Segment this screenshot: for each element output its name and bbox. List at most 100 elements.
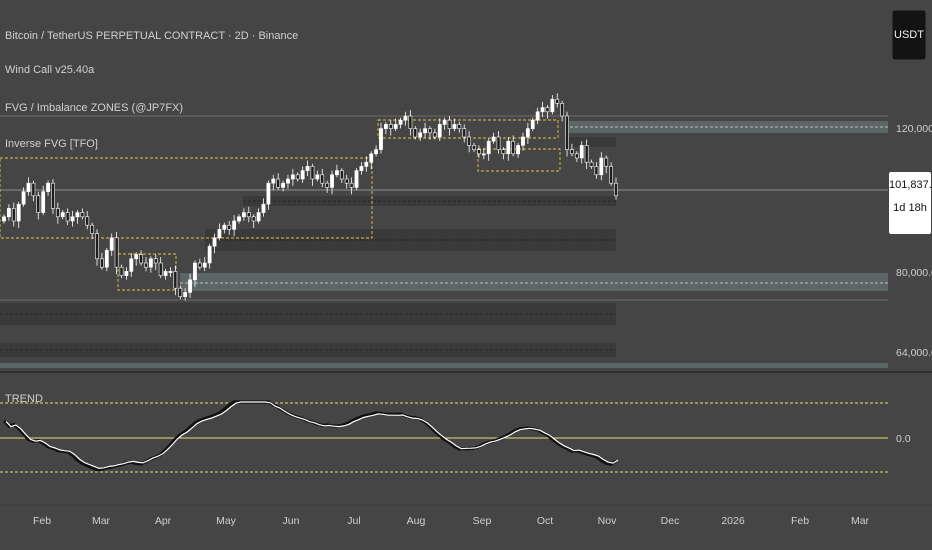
candle-body bbox=[163, 271, 168, 276]
x-tick-label: Apr bbox=[155, 515, 172, 527]
candle-body bbox=[472, 145, 476, 150]
candle-body bbox=[222, 224, 227, 230]
inverse-fvg-box bbox=[0, 157, 373, 239]
candle-body bbox=[398, 119, 403, 125]
candle-body bbox=[246, 212, 251, 218]
candle-body bbox=[447, 119, 452, 129]
candle-body bbox=[100, 258, 104, 268]
candle-body bbox=[437, 124, 442, 138]
y-tick-label: 64,000.0 bbox=[896, 347, 932, 359]
time-axis: Feb Mar Apr May Jun Jul Aug Sep Oct Nov Dec 2026 Feb… bbox=[33, 515, 870, 527]
candle-body bbox=[506, 140, 511, 155]
candle-body bbox=[423, 128, 427, 134]
candle-body bbox=[124, 271, 129, 276]
candle-body bbox=[261, 203, 266, 213]
candle-body bbox=[276, 178, 281, 188]
candle-body bbox=[183, 292, 188, 297]
y-tick-label: 80,000.0 bbox=[896, 267, 932, 279]
x-tick-label: Jun bbox=[283, 515, 300, 527]
candle-body bbox=[295, 174, 300, 180]
candle-body bbox=[403, 115, 408, 121]
candle-body bbox=[393, 124, 398, 129]
candle-body bbox=[237, 216, 241, 222]
candle-body bbox=[408, 115, 413, 129]
candle-body bbox=[36, 195, 41, 213]
candle-body bbox=[574, 153, 579, 159]
x-tick-label: Aug bbox=[407, 515, 426, 527]
symbol-title: Bitcoin / TetherUS PERPETUAL CONTRACT · … bbox=[5, 30, 299, 42]
candle-body bbox=[545, 107, 550, 113]
x-tick-label: Jul bbox=[347, 515, 360, 527]
candle-body bbox=[197, 262, 202, 268]
candle-body bbox=[51, 182, 55, 209]
candle-body bbox=[413, 128, 418, 138]
x-tick-label: May bbox=[216, 515, 237, 527]
candle-body bbox=[242, 212, 246, 218]
candle-body bbox=[432, 132, 437, 138]
candle-body bbox=[227, 224, 232, 230]
trend-line-primary bbox=[2, 400, 617, 472]
candle-body bbox=[207, 245, 212, 264]
trend-pane-title[interactable]: TREND bbox=[5, 393, 43, 405]
candle-body bbox=[2, 216, 6, 222]
candle-body bbox=[335, 170, 339, 176]
candle-body bbox=[109, 237, 114, 251]
candle-body bbox=[535, 111, 540, 121]
indicator-label[interactable]: Inverse FVG [TFO] bbox=[5, 138, 98, 150]
candle-body bbox=[521, 136, 525, 146]
candle-body bbox=[11, 208, 16, 222]
candle-body bbox=[330, 174, 334, 188]
currency-unit-button[interactable]: USDT bbox=[892, 10, 926, 60]
y-tick-label: 120,000.0 bbox=[896, 123, 932, 135]
candle-body bbox=[217, 229, 222, 239]
candle-body bbox=[320, 174, 325, 184]
candle-body bbox=[85, 216, 90, 226]
candle-body bbox=[325, 182, 330, 188]
indicator-label[interactable]: Wind Call v25.40a bbox=[5, 64, 95, 76]
candle-body bbox=[594, 166, 599, 176]
candle-body bbox=[104, 250, 109, 268]
candle-body bbox=[496, 136, 501, 150]
x-tick-label: 2026 bbox=[721, 515, 745, 527]
candle-body bbox=[290, 174, 295, 180]
candle-body bbox=[418, 132, 423, 138]
candle-body bbox=[168, 271, 173, 273]
candle-body bbox=[379, 128, 383, 150]
candle-body bbox=[388, 124, 393, 129]
candle-body bbox=[193, 262, 197, 281]
candle-body bbox=[31, 182, 36, 197]
candle-body bbox=[383, 124, 388, 129]
candle-body bbox=[565, 115, 569, 150]
candle-body bbox=[516, 145, 520, 155]
candle-body bbox=[550, 98, 555, 113]
candle-body bbox=[457, 124, 462, 129]
candle-body bbox=[70, 216, 75, 222]
candle-body bbox=[525, 128, 530, 138]
candle-body bbox=[452, 124, 457, 129]
candle-body bbox=[188, 279, 192, 293]
candle-body bbox=[153, 258, 158, 264]
indicator-label[interactable]: FVG / Imbalance ZONES (@JP7FX) bbox=[5, 102, 184, 114]
candle-body bbox=[428, 128, 432, 134]
x-tick-label: Mar bbox=[92, 515, 111, 527]
candle-body bbox=[369, 153, 374, 163]
candle-body bbox=[21, 191, 26, 205]
candle-body bbox=[560, 103, 565, 117]
candle-body bbox=[310, 166, 315, 180]
candle-body bbox=[60, 212, 65, 218]
candle-body bbox=[614, 182, 618, 197]
candle-body bbox=[511, 140, 516, 155]
candle-body bbox=[344, 178, 349, 184]
candle-body bbox=[75, 212, 80, 218]
fvg-zone bbox=[0, 363, 888, 368]
candle-body bbox=[570, 149, 574, 155]
x-tick-label: Feb bbox=[33, 515, 51, 527]
candle-body bbox=[129, 258, 134, 272]
candle-body bbox=[148, 258, 153, 268]
candle-body bbox=[114, 237, 119, 268]
candle-body bbox=[202, 262, 207, 268]
candle-body bbox=[486, 140, 491, 155]
x-tick-label: Feb bbox=[791, 515, 809, 527]
